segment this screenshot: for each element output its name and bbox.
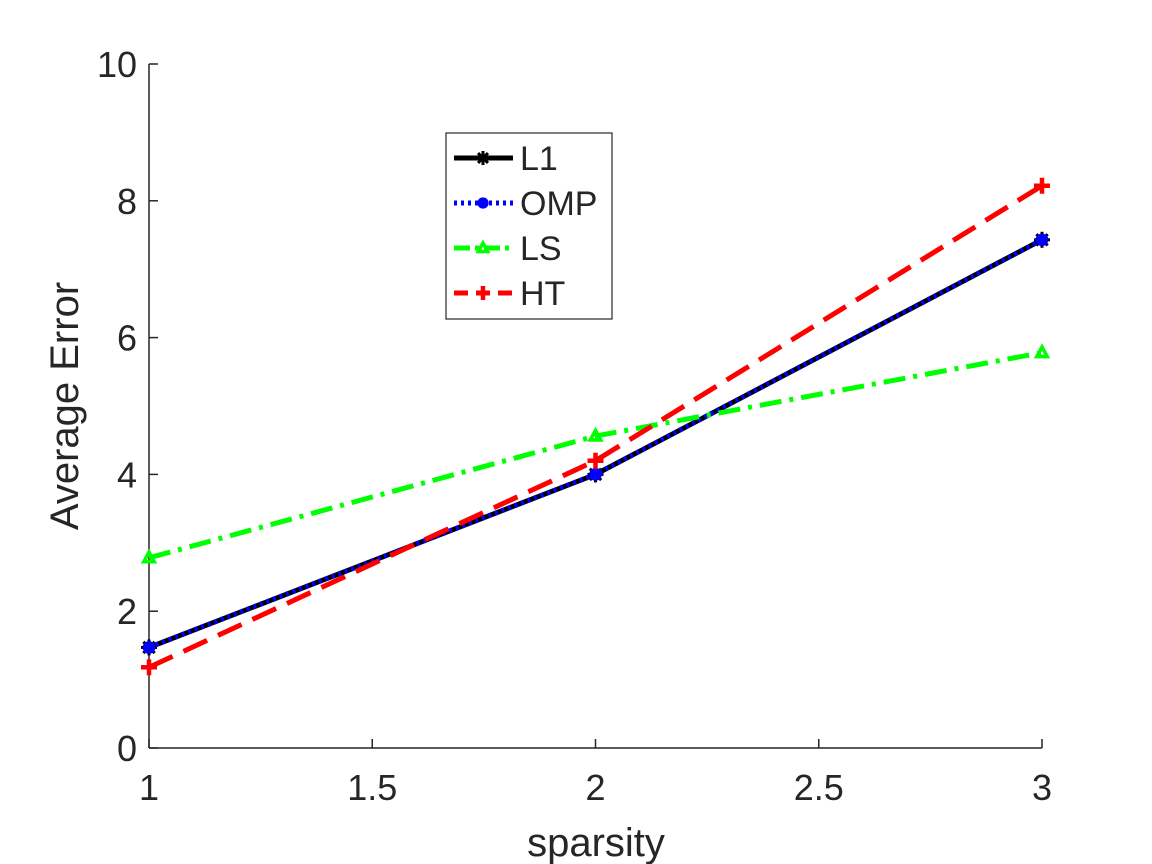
x-tick-label: 1 xyxy=(139,767,159,808)
data-point-ls xyxy=(1033,343,1051,359)
series-omp xyxy=(142,233,1049,654)
series-line-ls xyxy=(148,350,1043,561)
data-point-ls xyxy=(587,426,604,442)
data-point-ls xyxy=(140,548,158,564)
legend-box xyxy=(445,132,613,320)
x-tick-label: 1.5 xyxy=(347,767,397,808)
marker-plus xyxy=(587,452,604,469)
legend-label: L1 xyxy=(520,140,558,178)
data-point-ht xyxy=(587,452,604,469)
y-tick-label: 8 xyxy=(117,181,137,222)
y-tick-label: 2 xyxy=(117,591,137,632)
marker-circle xyxy=(589,468,602,481)
marker-triangle xyxy=(587,426,604,442)
data-point-omp xyxy=(1035,233,1049,247)
data-point-omp xyxy=(142,641,156,654)
x-axis-label: sparsity xyxy=(527,821,665,864)
marker-asterisk xyxy=(476,151,490,165)
y-tick-label: 0 xyxy=(117,728,137,769)
legend-entry-l1: L1 xyxy=(454,140,558,178)
series-line-ht xyxy=(147,183,1044,670)
y-axis-label: Average Error xyxy=(43,282,87,530)
marker-triangle xyxy=(475,239,491,254)
legend-entry-omp: OMP xyxy=(454,185,597,223)
marker-circle xyxy=(1035,233,1049,247)
series-group xyxy=(140,177,1051,676)
x-tick-label: 2 xyxy=(585,767,605,808)
y-tick-label: 10 xyxy=(97,44,137,85)
legend-entry-ls: LS xyxy=(454,230,562,268)
marker-asterisk-stroke xyxy=(476,151,490,165)
y-tick-label: 6 xyxy=(117,318,137,359)
data-point-ht xyxy=(141,659,157,676)
data-point-omp xyxy=(589,468,602,481)
marker-plus xyxy=(1034,177,1050,194)
series-ht xyxy=(141,177,1050,676)
legend-entry-ht: HT xyxy=(454,275,565,313)
marker-triangle xyxy=(140,548,158,564)
marker-circle xyxy=(477,197,489,209)
marker-plus xyxy=(476,286,490,300)
marker-triangle xyxy=(1033,343,1051,359)
data-point-ht xyxy=(1034,177,1050,194)
marker-circle xyxy=(142,641,156,654)
x-tick-label: 3 xyxy=(1032,767,1052,808)
legend-label: HT xyxy=(520,275,565,313)
axes: 1 1.5 2 2.5 3 0 2 4 6 8 10 xyxy=(97,44,1052,808)
x-tick-label: 2.5 xyxy=(794,767,844,808)
marker-plus xyxy=(141,659,157,676)
y-tick-label: 4 xyxy=(117,454,137,495)
legend-label: LS xyxy=(520,230,562,268)
legend-label: OMP xyxy=(520,185,597,223)
legend: L1 OMP LS HT xyxy=(445,132,613,320)
series-ls xyxy=(140,343,1051,564)
